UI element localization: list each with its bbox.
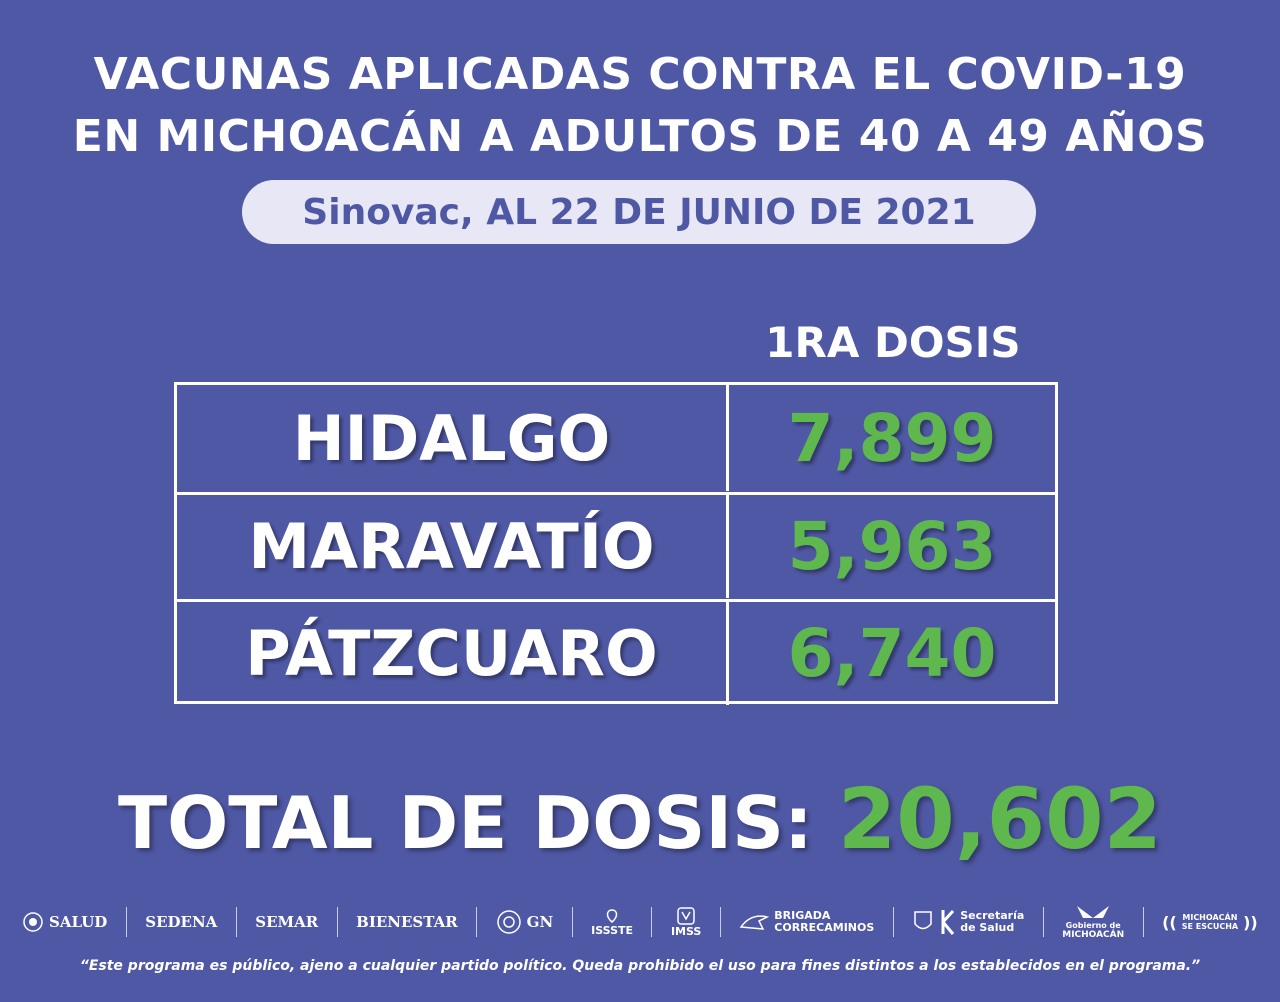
- logo-gn: GN: [496, 909, 553, 935]
- logo-gobierno-michoacan: Gobierno de MICHOACÁN: [1062, 904, 1124, 940]
- logo-salud: SALUD: [22, 911, 107, 933]
- logo-imss: IMSS: [671, 906, 701, 938]
- title-line-1: VACUNAS APLICADAS CONTRA EL COVID-19: [93, 49, 1187, 100]
- divider: [1142, 907, 1144, 937]
- logo-secretaria-salud: Secretaría de Salud: [912, 908, 1024, 936]
- logo-issste: ISSSTE: [591, 908, 633, 937]
- logo-brigada-correcaminos: BRIGADA CORRECAMINOS: [739, 910, 874, 934]
- dosis-cell: 5,963: [787, 508, 997, 585]
- page-title: VACUNAS APLICADAS CONTRA EL COVID-19 EN …: [0, 44, 1280, 168]
- municipio-cell: PÁTZCUARO: [177, 602, 729, 705]
- divider: [719, 907, 721, 937]
- divider: [476, 907, 478, 937]
- monarch-icon: [1077, 906, 1110, 918]
- municipio-cell: MARAVATÍO: [177, 495, 729, 598]
- table-row: MARAVATÍO 5,963: [177, 492, 1055, 598]
- table-row: PÁTZCUARO 6,740: [177, 599, 1055, 705]
- divider: [651, 907, 653, 937]
- title-line-2: EN MICHOACÁN A ADULTOS DE 40 A 49 AÑOS: [72, 111, 1208, 162]
- divider: [336, 907, 338, 937]
- state-crest-icon: [914, 911, 932, 930]
- table-row: HIDALGO 7,899: [177, 385, 1055, 491]
- broadcast-left-icon: ((: [1162, 912, 1177, 932]
- total-label: TOTAL DE DOSIS:: [117, 781, 813, 865]
- logo-sedena: SEDENA: [145, 913, 218, 931]
- guardia-seal-icon: [496, 910, 521, 934]
- logo-michoacan-se-escucha: (( MICHOACÁN SE ESCUCHA )): [1162, 912, 1258, 932]
- total-value: 20,602: [837, 770, 1163, 868]
- divider: [571, 907, 573, 937]
- imss-icon: [677, 906, 695, 925]
- issste-icon: [606, 908, 618, 923]
- divider: [892, 907, 894, 937]
- divider: [1042, 907, 1044, 937]
- broadcast-right-icon: )): [1243, 912, 1258, 932]
- total-doses: TOTAL DE DOSIS: 20,602: [0, 770, 1280, 868]
- legal-disclaimer: “Este programa es público, ajeno a cualq…: [79, 958, 1201, 974]
- dosis-cell: 6,740: [787, 615, 997, 692]
- logo-semar: SEMAR: [255, 913, 319, 931]
- subtitle-pill: Sinovac, AL 22 DE JUNIO DE 2021: [242, 180, 1036, 244]
- vaccination-table: HIDALGO 7,899 MARAVATÍO 5,963 PÁTZCUARO …: [174, 382, 1058, 705]
- dosis-cell: 7,899: [787, 399, 997, 477]
- subtitle-text: Sinovac, AL 22 DE JUNIO DE 2021: [302, 191, 976, 233]
- logo-bienestar: BIENESTAR: [356, 913, 458, 931]
- column-header-1ra-dosis: 1RA DOSIS: [765, 318, 1021, 367]
- partner-logos-bar: SALUD SEDENA SEMAR BIENESTAR GN ISSSTE I…: [22, 900, 1258, 944]
- divider: [125, 907, 127, 937]
- eagle-seal-icon: [23, 912, 43, 932]
- divider: [235, 907, 237, 937]
- municipio-cell: HIDALGO: [177, 385, 729, 491]
- roadrunner-icon: [739, 915, 770, 930]
- k-logo-icon: [941, 909, 955, 935]
